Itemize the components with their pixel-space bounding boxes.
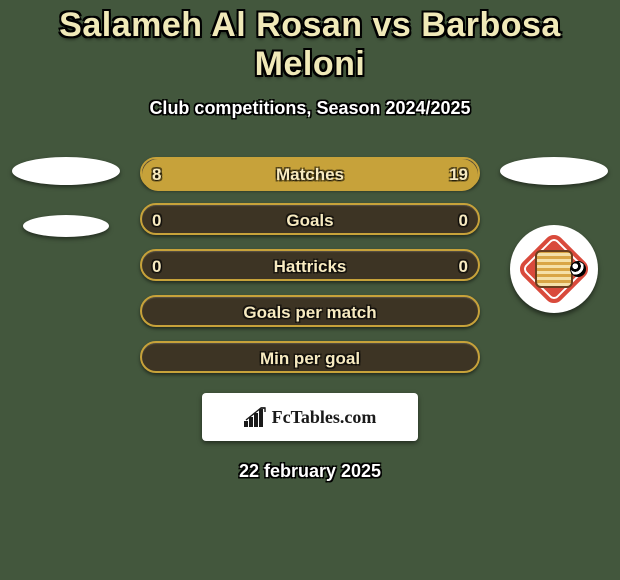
stat-left-value: 0 <box>152 251 161 283</box>
stat-label: Goals <box>142 205 478 237</box>
fctables-logo-icon <box>244 407 266 427</box>
team-crest-icon <box>516 231 592 307</box>
stat-label: Hattricks <box>142 251 478 283</box>
date-text: 22 february 2025 <box>0 461 620 482</box>
stat-label: Goals per match <box>142 297 478 329</box>
player1-avatar-placeholder <box>12 157 120 185</box>
player2-avatar-placeholder <box>500 157 608 185</box>
comparison-infographic: Salameh Al Rosan vs Barbosa Meloni Club … <box>0 0 620 580</box>
player1-avatar-col <box>6 157 126 237</box>
stat-bar: Hattricks0 0 <box>140 249 480 281</box>
page-title: Salameh Al Rosan vs Barbosa Meloni <box>0 0 620 84</box>
stat-bars: Matches819Goals00Hattricks00Goals per ma… <box>140 157 480 387</box>
stat-left-value: 0 <box>152 205 161 237</box>
stats-zone: Matches819Goals00Hattricks00Goals per ma… <box>0 157 620 387</box>
player2-avatar-col <box>494 157 614 313</box>
stat-label: Matches <box>142 159 478 191</box>
stat-bar: Goals0 0 <box>140 203 480 235</box>
stat-label: Min per goal <box>142 343 478 375</box>
stat-bar: Min per goal <box>140 341 480 373</box>
stat-bar: Matches8 19 <box>140 157 480 189</box>
stat-right-value: 0 <box>459 205 468 237</box>
stat-right-value: 0 <box>459 251 468 283</box>
stat-bar: Goals per match <box>140 295 480 327</box>
stat-right-value: 19 <box>449 159 468 191</box>
page-subtitle: Club competitions, Season 2024/2025 <box>0 98 620 119</box>
stat-left-value: 8 <box>152 159 161 191</box>
player2-team-badge <box>510 225 598 313</box>
source-logo-plate: FcTables.com <box>202 393 418 441</box>
player1-team-placeholder <box>23 215 109 237</box>
source-logo-text: FcTables.com <box>272 407 377 428</box>
